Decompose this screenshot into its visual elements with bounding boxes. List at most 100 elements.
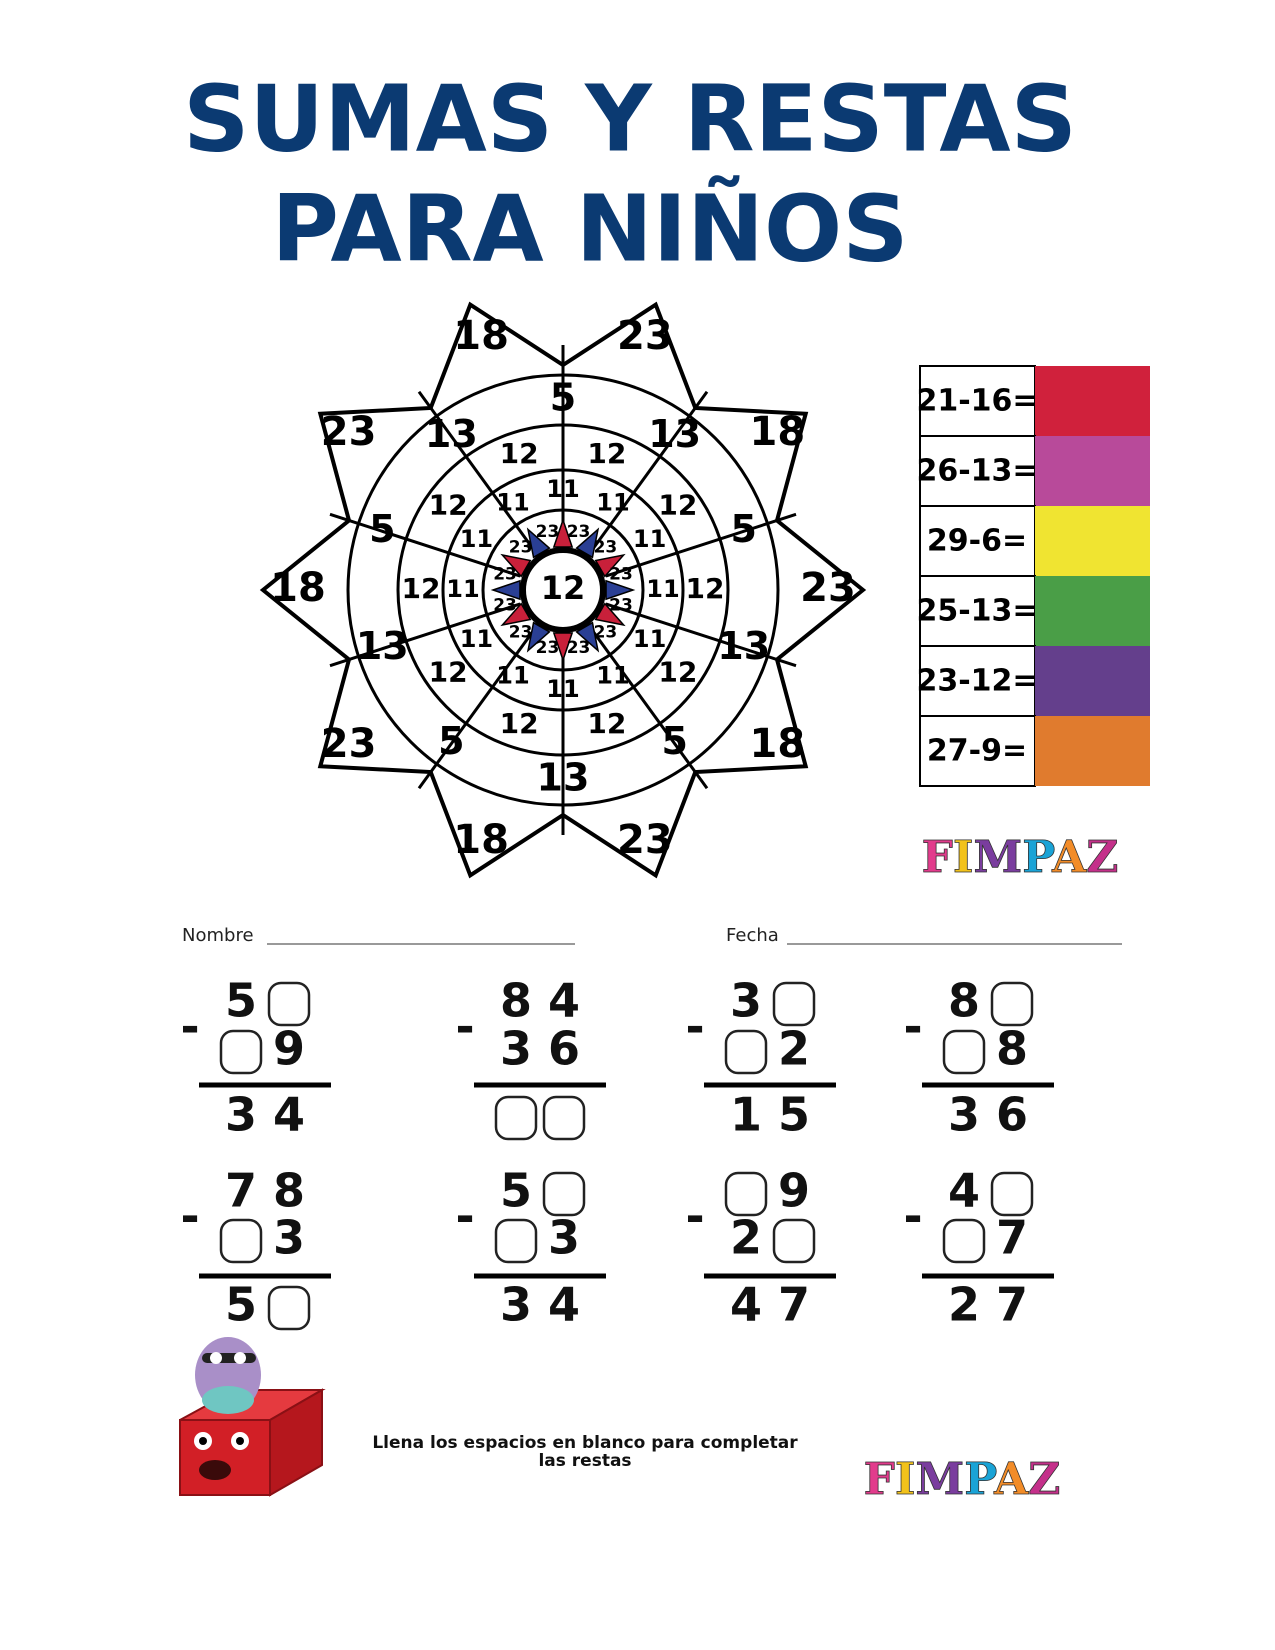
- key-cell: [919, 645, 1036, 717]
- mandala-number: 18: [750, 721, 806, 767]
- brand-logo: FIMPAZ: [922, 832, 1119, 883]
- digit: 8: [500, 974, 532, 1028]
- mandala-number: 11: [633, 525, 666, 553]
- blank-box: [724, 1029, 768, 1075]
- operator: -: [903, 1000, 922, 1054]
- mandala-number: 23: [509, 622, 533, 642]
- digit: 6: [996, 1088, 1028, 1142]
- mandala-petal: [605, 579, 636, 601]
- key-expression: 23-12=: [916, 664, 1037, 699]
- mandala-number: 5: [730, 507, 756, 551]
- key-color: [1035, 576, 1150, 646]
- mandala-divider: [417, 390, 538, 555]
- digit: 3: [948, 1088, 980, 1142]
- mandala-number: 11: [460, 525, 493, 553]
- blank-box: [494, 1218, 538, 1264]
- mandala-number: 18: [453, 817, 509, 863]
- mandala-petal: [552, 632, 574, 663]
- digit: 4: [548, 1278, 580, 1332]
- mandala-divider: [605, 512, 797, 578]
- digit: 4: [730, 1278, 762, 1332]
- operator: -: [455, 1189, 474, 1243]
- mandala-number: 23: [617, 817, 673, 863]
- key-color: [1035, 366, 1150, 436]
- mandala-petal: [526, 621, 551, 653]
- digit: 7: [996, 1278, 1028, 1332]
- mandala-number: 11: [596, 488, 629, 516]
- mandala-number: 11: [646, 575, 679, 603]
- mandala-number: 5: [661, 719, 687, 763]
- digit: 9: [778, 1164, 810, 1218]
- mandala-number: 23: [594, 538, 618, 558]
- digit: 1: [730, 1088, 762, 1142]
- mandala-number: 18: [453, 313, 509, 359]
- digit: 5: [225, 1278, 257, 1332]
- mandala-number: 5: [438, 719, 464, 763]
- mandala-number: 23: [609, 596, 633, 616]
- key-expression: 29-6=: [927, 524, 1027, 559]
- mandala-number: 23: [509, 538, 533, 558]
- mandala-number: 11: [496, 662, 529, 690]
- digit: 3: [730, 974, 762, 1028]
- mandala-number: 12: [500, 437, 539, 470]
- key-expression: 21-16=: [916, 384, 1037, 419]
- mandala-number: 5: [550, 376, 576, 420]
- date-label: Fecha: [726, 925, 779, 946]
- mandala-number: 12: [402, 572, 441, 605]
- mandala-number: 11: [633, 625, 666, 653]
- digit: 7: [225, 1164, 257, 1218]
- mandala-number: 11: [596, 662, 629, 690]
- blank-box: [990, 1171, 1034, 1217]
- digit: 5: [778, 1088, 810, 1142]
- blank-box: [724, 1171, 768, 1217]
- instruction: Llena los espacios en blanco para comple…: [372, 1433, 798, 1453]
- mandala-number: 23: [536, 638, 560, 658]
- mascot: [179, 1337, 326, 1497]
- mandala-divider: [329, 512, 521, 578]
- mandala-petal: [575, 527, 600, 559]
- mandala-number: 11: [546, 475, 579, 503]
- blank-box: [267, 1285, 311, 1331]
- digit: 3: [273, 1211, 305, 1265]
- digit: 6: [548, 1022, 580, 1076]
- digit: 7: [996, 1211, 1028, 1265]
- mandala-divider: [588, 625, 709, 790]
- mandala-center: [520, 547, 606, 633]
- mandala-number: 11: [446, 575, 479, 603]
- blank-box: [267, 981, 311, 1027]
- operator: -: [180, 1000, 199, 1054]
- operator: -: [455, 1000, 474, 1054]
- mandala-number: 13: [537, 756, 590, 800]
- digit: 8: [948, 974, 980, 1028]
- blank-box: [542, 1095, 586, 1141]
- mandala-number: 23: [594, 622, 618, 642]
- mandala-number: 12: [658, 489, 697, 522]
- digit: 7: [778, 1278, 810, 1332]
- blank-box: [219, 1218, 263, 1264]
- digit: 4: [273, 1088, 305, 1142]
- digit: 4: [548, 974, 580, 1028]
- mandala-number: 12: [587, 707, 626, 740]
- mandala-number: 12: [658, 655, 697, 688]
- digit: 5: [500, 1164, 532, 1218]
- mandala-number: 23: [536, 522, 560, 542]
- blank-box: [772, 1218, 816, 1264]
- mandala-divider: [417, 625, 538, 790]
- mandala-number: 12: [429, 655, 468, 688]
- blank-box: [942, 1029, 986, 1075]
- key-expression: 25-13=: [916, 594, 1037, 629]
- mandala-number: 12: [500, 707, 539, 740]
- digit: 3: [225, 1088, 257, 1142]
- operator: -: [685, 1189, 704, 1243]
- key-expression: 27-9=: [927, 734, 1027, 769]
- digit: 8: [273, 1164, 305, 1218]
- mandala-number: 5: [369, 507, 395, 551]
- blank-box: [990, 981, 1034, 1027]
- mandala-petal: [575, 621, 600, 653]
- mandala-number: 13: [648, 412, 701, 456]
- mandala-petal: [500, 553, 532, 578]
- digit: 4: [948, 1164, 980, 1218]
- digit: 2: [730, 1211, 762, 1265]
- key-cell: [919, 575, 1036, 647]
- name-label: Nombre: [182, 925, 254, 946]
